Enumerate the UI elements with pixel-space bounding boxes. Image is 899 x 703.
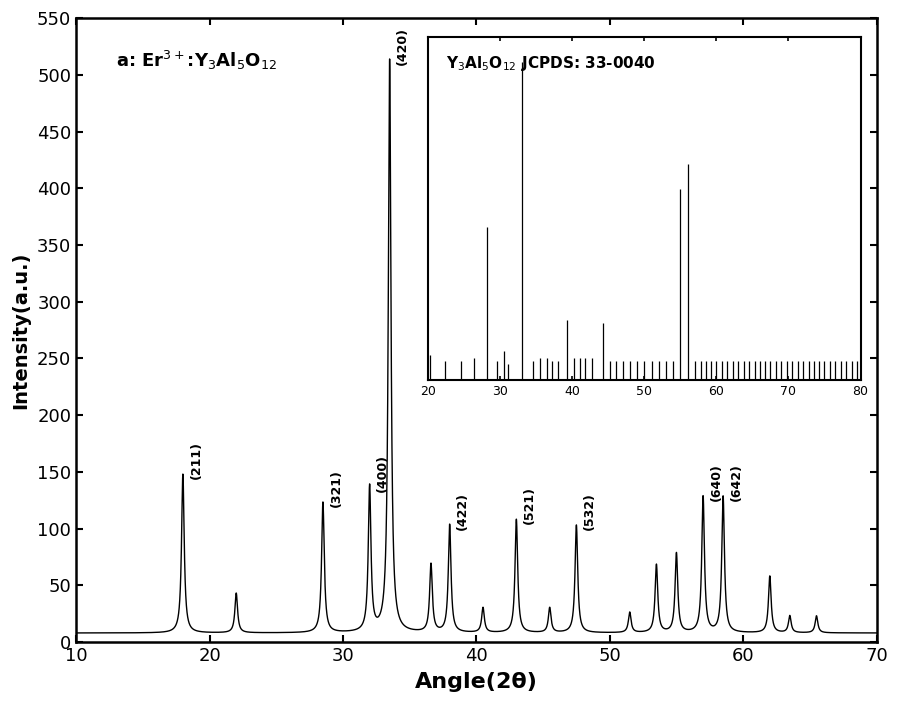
Text: (521): (521) [523,486,536,524]
Text: (321): (321) [330,469,343,507]
Text: (642): (642) [730,463,743,501]
Text: (420): (420) [396,27,409,65]
Text: (211): (211) [190,441,202,479]
Text: (532): (532) [583,492,596,530]
Y-axis label: Intensity(a.u.): Intensity(a.u.) [11,252,30,408]
X-axis label: Angle(2θ): Angle(2θ) [415,672,538,692]
Text: a: Er$^{3+}$:Y$_3$Al$_5$O$_{12}$: a: Er$^{3+}$:Y$_3$Al$_5$O$_{12}$ [116,49,277,72]
Text: (640): (640) [710,463,723,501]
Text: (400): (400) [377,454,389,492]
Text: (422): (422) [457,492,469,530]
